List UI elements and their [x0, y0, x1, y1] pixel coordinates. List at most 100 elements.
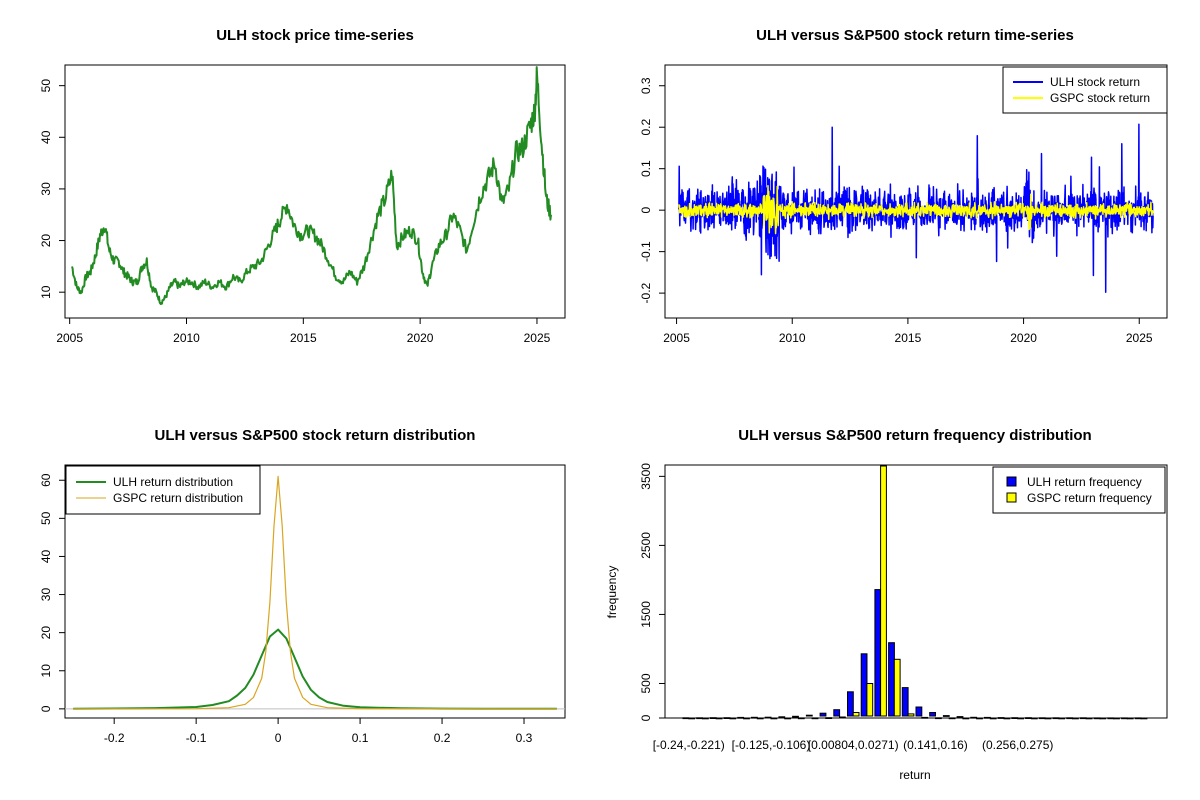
- density-y-tick-label: 10: [39, 664, 53, 678]
- ulh-frequency-bar: [764, 716, 772, 719]
- ulh-frequency-bar: [723, 717, 731, 720]
- ulh-frequency-bar: [901, 687, 909, 717]
- gspc-density-line: [73, 475, 557, 710]
- returns-legend-box: [1002, 66, 1168, 114]
- frequency-bars: [682, 465, 1148, 720]
- price-x-tick-label: 2005: [56, 331, 83, 345]
- gspc-frequency-bar: [1140, 717, 1148, 720]
- gspc-frequency-bar: [729, 717, 737, 720]
- ulh-frequency-bar: [970, 716, 978, 719]
- returns-x-tick-label: 2005: [663, 331, 690, 345]
- returns-y-tick-label: 0.2: [639, 119, 653, 136]
- frequency-x-tick-label: [0.00804,0.0271): [808, 738, 899, 752]
- gspc-frequency-bar: [921, 716, 929, 719]
- ulh-frequency-bar: [819, 712, 827, 717]
- returns-series: [678, 123, 1154, 293]
- legend-ulh-density-label: ULH return distribution: [113, 475, 233, 489]
- ulh-frequency-bar: [874, 589, 882, 717]
- gspc-frequency-bar: [1030, 717, 1038, 720]
- gspc-frequency-bar: [1058, 717, 1066, 720]
- returns-x-tick-label: 2010: [779, 331, 806, 345]
- gspc-frequency-bar: [989, 717, 997, 720]
- frequency-axes: 0 500 1500 2500 3500 [-0.24,-0.221) [-0.125,-0…: [639, 463, 1053, 752]
- ulh-frequency-bar: [751, 716, 758, 719]
- ulh-frequency-bar: [737, 716, 745, 719]
- frequency-chart-title: ULH versus S&P500 return frequency distr…: [738, 427, 1091, 444]
- price-series-line: [71, 66, 552, 306]
- frequency-x-tick-label: [-0.125,-0.106): [732, 738, 811, 752]
- price-axes: 2005 2010 2015 2020 2025 10 20 30 40 50: [39, 79, 551, 345]
- ulh-frequency-bar: [1121, 717, 1128, 720]
- returns-legend: ULH stock return GSPC stock return: [1002, 66, 1168, 114]
- gspc-frequency-bar: [1099, 717, 1107, 720]
- frequency-y-tick-label: 1500: [639, 601, 653, 628]
- legend-ulh-return-label: ULH stock return: [1050, 75, 1140, 89]
- legend-gspc-frequency-label: GSPC return frequency: [1027, 491, 1152, 505]
- density-y-tick-label: 50: [39, 511, 53, 525]
- legend-ulh-frequency-label: ULH return frequency: [1027, 475, 1142, 489]
- gspc-frequency-bar: [907, 713, 915, 717]
- frequency-x-tick-label: (0.256,0.275): [982, 738, 1053, 752]
- gspc-frequency-bar: [702, 717, 709, 720]
- density-x-tick-label: 0.1: [352, 731, 369, 745]
- price-y-tick-label: 20: [39, 234, 53, 248]
- frequency-panel: ULH versus S&P500 return frequency distr…: [605, 427, 1168, 782]
- ulh-frequency-bar: [1134, 717, 1142, 720]
- frequency-x-tick-label: [-0.24,-0.221): [653, 738, 725, 752]
- returns-y-tick-label: 0: [639, 207, 653, 214]
- price-x-tick-label: 2020: [407, 331, 434, 345]
- returns-panel: ULH versus S&P500 stock return time-seri…: [639, 27, 1168, 345]
- gspc-frequency-bar: [866, 683, 874, 717]
- ulh-frequency-bar: [1052, 717, 1060, 720]
- density-y-tick-label: 0: [39, 705, 53, 712]
- ulh-density-line: [73, 628, 557, 710]
- frequency-y-tick-label: 3500: [639, 463, 653, 490]
- gspc-frequency-bar: [948, 717, 956, 720]
- frequency-y-axis-label: frequency: [605, 566, 619, 619]
- gspc-frequency-bar: [1044, 717, 1052, 720]
- ulh-frequency-bar: [778, 716, 786, 719]
- ulh-frequency-bar: [860, 653, 868, 717]
- ulh-frequency-bar: [792, 715, 799, 718]
- returns-y-tick-label: 0.1: [639, 160, 653, 177]
- price-x-tick-label: 2010: [173, 331, 200, 345]
- returns-y-tick-label: 0.3: [639, 77, 653, 94]
- returns-x-tick-label: 2025: [1126, 331, 1153, 345]
- price-plot-frame: [64, 64, 566, 319]
- ulh-frequency-bar: [1107, 717, 1115, 720]
- gspc-frequency-bar: [743, 717, 750, 720]
- ulh-frequency-bar: [929, 712, 937, 717]
- gspc-frequency-bar: [1085, 717, 1093, 720]
- density-chart-title: ULH versus S&P500 stock return distribut…: [155, 427, 476, 444]
- price-y-tick-label: 50: [39, 79, 53, 93]
- price-y-tick-label: 10: [39, 285, 53, 299]
- density-plot-frame: [64, 464, 566, 719]
- gspc-frequency-bar: [1113, 717, 1120, 720]
- density-legend-box: [65, 465, 261, 515]
- ulh-frequency-bar: [888, 642, 895, 717]
- density-y-tick-label: 20: [39, 626, 53, 640]
- gspc-frequency-bar: [811, 717, 819, 720]
- density-series: [65, 475, 565, 710]
- ulh-frequency-bar: [833, 709, 841, 717]
- returns-y-tick-label: -0.2: [639, 282, 653, 303]
- frequency-y-tick-label: 0: [639, 714, 653, 721]
- density-y-tick-label: 30: [39, 588, 53, 602]
- ulh-frequency-bar: [1080, 717, 1087, 720]
- ulh-frequency-bar: [956, 716, 964, 718]
- frequency-plot-frame: [664, 464, 1168, 719]
- ulh-frequency-bar: [1011, 717, 1019, 720]
- gspc-frequency-bar: [962, 717, 970, 720]
- density-x-tick-label: -0.2: [104, 731, 125, 745]
- price-x-tick-label: 2015: [290, 331, 317, 345]
- gspc-frequency-bar: [880, 465, 887, 717]
- gspc-frequency-bar: [1072, 717, 1079, 720]
- density-x-tick-label: 0: [275, 731, 282, 745]
- ulh-frequency-bar: [1038, 717, 1046, 720]
- gspc-frequency-bar: [852, 712, 860, 717]
- density-axes: -0.2 -0.1 0 0.1 0.2 0.3 0 10 20 30 40 50 60: [39, 473, 533, 745]
- price-series: [71, 66, 552, 306]
- gspc-frequency-bar: [770, 717, 778, 720]
- returns-plot-frame: [664, 64, 1168, 319]
- density-x-tick-label: 0.2: [434, 731, 451, 745]
